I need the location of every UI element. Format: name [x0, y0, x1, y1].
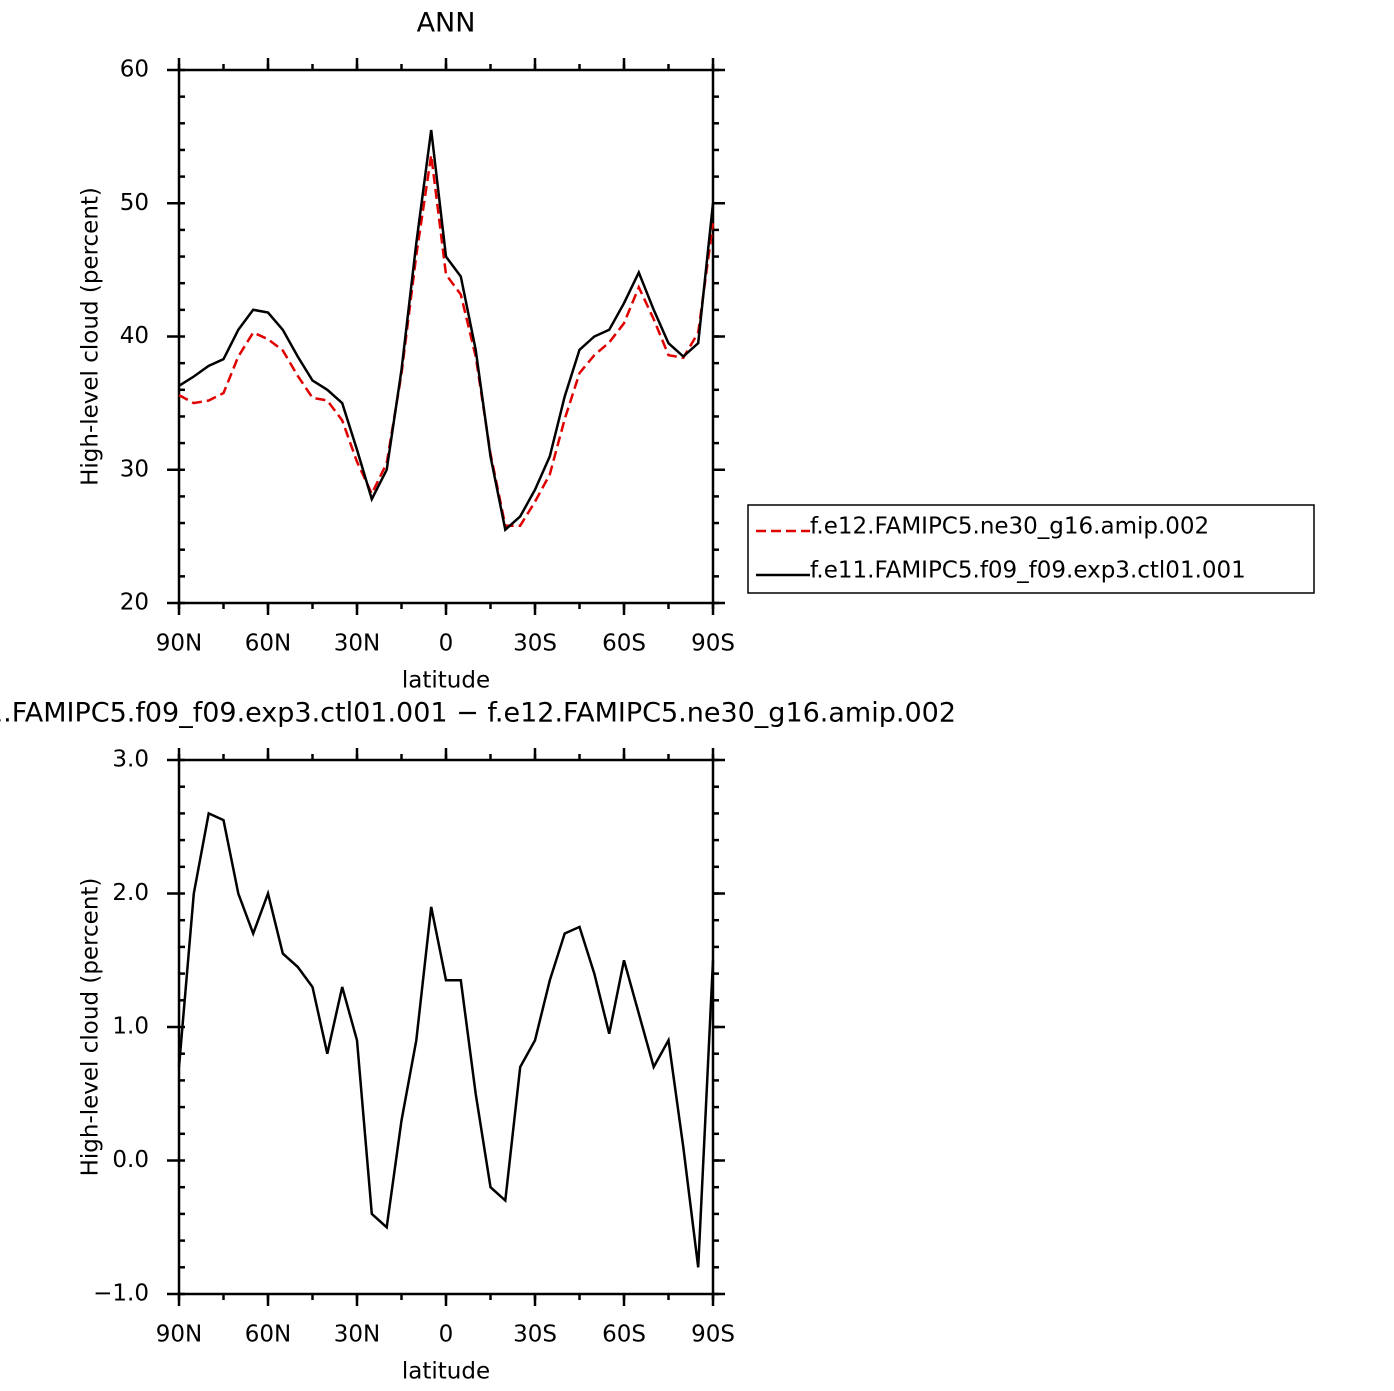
x-tick-label: 60S	[602, 1322, 646, 1348]
plot-frame	[177, 758, 715, 1296]
legend-box	[747, 504, 1315, 594]
x-axis-label: latitude	[402, 1359, 490, 1385]
data-line	[178, 155, 715, 527]
x-tick-label: 30N	[334, 631, 380, 657]
x-axis-label: latitude	[402, 668, 490, 694]
y-tick-label: 30	[120, 456, 149, 482]
x-tick-label: 0	[439, 631, 454, 657]
x-tick-label: 60N	[245, 631, 291, 657]
legend-label: f.e12.FAMIPC5.ne30_g16.amip.002	[810, 514, 1209, 540]
x-tick-label: 90S	[691, 1322, 735, 1348]
y-tick-label: 3.0	[112, 747, 149, 773]
x-tick-label: 30S	[513, 1322, 557, 1348]
chart-title: ANN	[417, 8, 476, 39]
y-axis-label: High-level cloud (percent)	[78, 187, 104, 486]
chart-title: f.e11.FAMIPC5.f09_f09.exp3.ctl01.001 − f…	[0, 698, 956, 729]
x-tick-label: 60N	[245, 1322, 291, 1348]
legend-label: f.e11.FAMIPC5.f09_f09.exp3.ctl01.001	[810, 558, 1246, 584]
y-tick-label: −1.0	[93, 1281, 149, 1307]
x-tick-label: 30N	[334, 1322, 380, 1348]
x-tick-label: 60S	[602, 631, 646, 657]
x-tick-label: 30S	[513, 631, 557, 657]
x-tick-label: 90S	[691, 631, 735, 657]
data-line	[177, 811, 715, 1268]
y-axis-label: High-level cloud (percent)	[78, 878, 104, 1177]
x-tick-label: 90N	[156, 631, 202, 657]
y-tick-label: 40	[120, 323, 149, 349]
data-line	[178, 129, 715, 533]
y-tick-label: 50	[120, 190, 149, 216]
y-tick-label: 0.0	[112, 1147, 149, 1173]
y-tick-label: 2.0	[112, 880, 149, 906]
x-tick-label: 90N	[156, 1322, 202, 1348]
x-tick-label: 0	[439, 1322, 454, 1348]
y-tick-label: 1.0	[112, 1014, 149, 1040]
y-tick-label: 60	[120, 57, 149, 83]
y-tick-label: 20	[120, 590, 149, 616]
